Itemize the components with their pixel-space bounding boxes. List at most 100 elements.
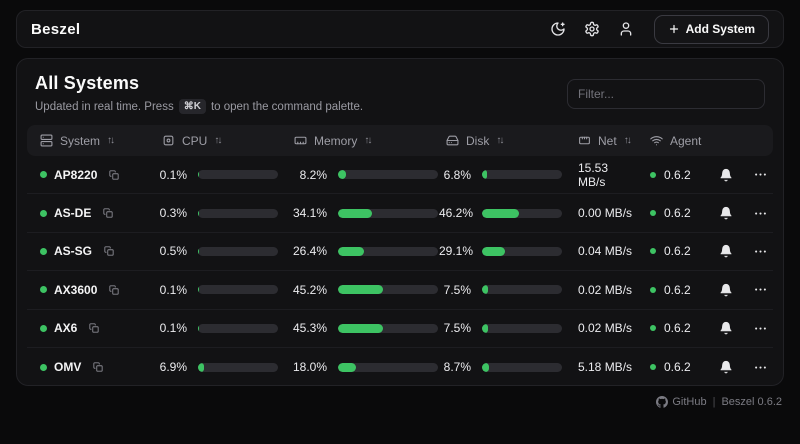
settings-button[interactable] <box>578 15 606 43</box>
column-header-system[interactable]: System ↑↓ <box>27 134 149 148</box>
copy-icon[interactable] <box>103 208 113 218</box>
disk-bar <box>482 170 562 180</box>
cpu-bar <box>198 246 278 256</box>
system-name: AX6 <box>54 321 78 336</box>
row-menu-button[interactable] <box>747 200 773 226</box>
sort-icon: ↑↓ <box>364 135 372 146</box>
cpu-bar <box>198 323 278 333</box>
agent-status-dot <box>650 171 656 178</box>
card-heading: All Systems Updated in real time. Press … <box>35 73 363 114</box>
column-header-net[interactable]: Net ↑↓ <box>565 134 637 148</box>
table-row[interactable]: OMV 6.9% 18.0% 8.7% 5.18 MB/s 0.6.2 <box>27 348 773 386</box>
net-value: 0.02 MB/s <box>578 321 633 336</box>
column-header-memory[interactable]: Memory ↑↓ <box>281 134 433 148</box>
system-name: AS-DE <box>54 206 92 221</box>
disk-value: 8.7% <box>443 360 471 375</box>
table-row[interactable]: AS-SG 0.5% 26.4% 29.1% 0.04 MB/s 0.6.2 <box>27 233 773 272</box>
bell-icon <box>719 244 733 258</box>
alerts-bell-button[interactable] <box>713 238 739 264</box>
memory-bar <box>338 323 438 333</box>
system-name: OMV <box>54 360 82 375</box>
table-body: AP8220 0.1% 8.2% 6.8% 15.53 MB/s 0.6.2 <box>27 156 773 386</box>
column-label: Net <box>598 133 617 148</box>
net-value: 5.18 MB/s <box>578 360 633 375</box>
wifi-icon <box>650 134 663 147</box>
agent-version: 0.6.2 <box>664 282 691 297</box>
column-header-cpu[interactable]: CPU ↑↓ <box>149 134 281 148</box>
user-menu-button[interactable] <box>612 15 640 43</box>
copy-icon[interactable] <box>109 170 119 180</box>
alerts-bell-button[interactable] <box>713 162 739 188</box>
memory-stick-icon <box>294 134 307 147</box>
filter-input[interactable] <box>567 79 765 109</box>
plus-icon <box>668 23 680 35</box>
disk-bar <box>482 208 562 218</box>
cpu-value: 0.3% <box>159 206 187 221</box>
agent-status-dot <box>650 210 656 217</box>
status-dot <box>40 363 47 371</box>
memory-value: 45.3% <box>292 321 327 336</box>
disk-bar <box>482 362 562 372</box>
table-row[interactable]: AP8220 0.1% 8.2% 6.8% 15.53 MB/s 0.6.2 <box>27 156 773 195</box>
ellipsis-icon <box>753 282 768 297</box>
column-header-disk[interactable]: Disk ↑↓ <box>433 134 565 148</box>
system-name: AS-SG <box>54 244 93 259</box>
alerts-bell-button[interactable] <box>713 200 739 226</box>
column-header-agent[interactable]: Agent <box>637 134 713 148</box>
column-label: Agent <box>670 133 702 148</box>
bell-icon <box>719 360 733 374</box>
cpu-bar <box>198 170 278 180</box>
memory-value: 18.0% <box>292 360 327 375</box>
disk-bar <box>482 323 562 333</box>
cpu-bar <box>198 362 278 372</box>
row-menu-button[interactable] <box>747 238 773 264</box>
theme-toggle-button[interactable] <box>544 15 572 43</box>
disk-value: 7.5% <box>443 282 471 297</box>
net-value: 0.02 MB/s <box>578 282 633 297</box>
copy-icon[interactable] <box>109 285 119 295</box>
table-row[interactable]: AX3600 0.1% 45.2% 7.5% 0.02 MB/s 0.6.2 <box>27 271 773 310</box>
cpu-value: 0.5% <box>159 244 187 259</box>
row-menu-button[interactable] <box>747 354 773 380</box>
subtitle-suffix: to open the command palette. <box>210 100 364 113</box>
memory-bar <box>338 362 438 372</box>
net-value: 0.04 MB/s <box>578 244 633 259</box>
status-dot <box>40 209 47 217</box>
copy-icon[interactable] <box>104 246 114 257</box>
add-system-button[interactable]: Add System <box>653 14 769 44</box>
status-dot <box>40 324 47 332</box>
memory-value: 34.1% <box>292 206 327 221</box>
memory-bar <box>338 170 438 180</box>
page-title: All Systems <box>35 73 140 93</box>
table-row[interactable]: AS-DE 0.3% 34.1% 46.2% 0.00 MB/s 0.6.2 <box>27 194 773 233</box>
agent-status-dot <box>650 364 656 371</box>
copy-icon[interactable] <box>89 323 99 333</box>
row-menu-button[interactable] <box>747 277 773 303</box>
table-row[interactable]: AX6 0.1% 45.3% 7.5% 0.02 MB/s 0.6.2 <box>27 310 773 348</box>
ellipsis-icon <box>753 206 768 221</box>
sort-icon: ↑↓ <box>107 135 115 146</box>
status-dot <box>40 247 47 255</box>
row-menu-button[interactable] <box>747 162 773 188</box>
alerts-bell-button[interactable] <box>713 315 739 341</box>
bell-icon <box>719 283 733 297</box>
brand-logo[interactable]: Beszel <box>31 20 81 38</box>
memory-value: 45.2% <box>292 282 327 297</box>
user-icon <box>618 21 634 37</box>
copy-icon[interactable] <box>93 362 103 372</box>
alerts-bell-button[interactable] <box>713 277 739 303</box>
github-link[interactable]: GitHub <box>656 396 707 408</box>
row-menu-button[interactable] <box>747 315 773 341</box>
memory-bar <box>338 208 438 218</box>
system-name: AP8220 <box>54 167 98 182</box>
alerts-bell-button[interactable] <box>713 354 739 380</box>
sort-icon: ↑↓ <box>623 135 632 146</box>
column-label: Memory <box>314 133 358 148</box>
add-system-label: Add System <box>685 22 755 36</box>
github-label: GitHub <box>672 396 707 408</box>
disk-value: 7.5% <box>443 321 471 336</box>
system-name: AX3600 <box>54 282 98 297</box>
disk-bar <box>482 285 562 295</box>
column-label: System <box>60 133 101 148</box>
agent-version: 0.6.2 <box>664 244 691 259</box>
